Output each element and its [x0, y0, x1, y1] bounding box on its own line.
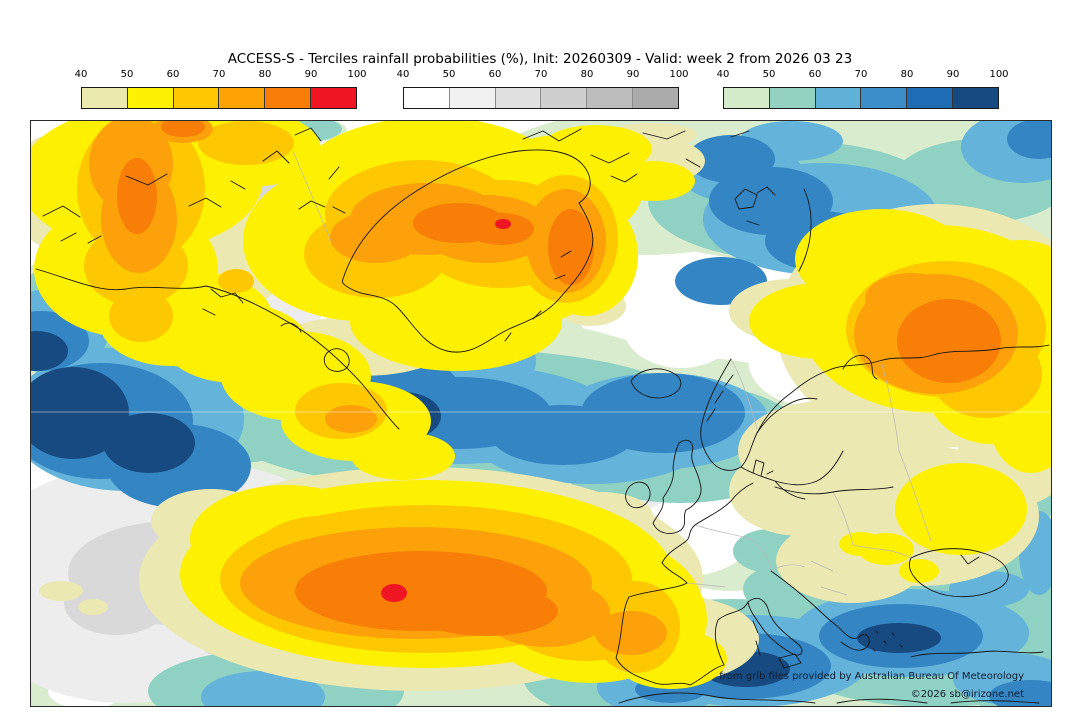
- colorbar-gray: [403, 87, 679, 109]
- colorbar-cell: [587, 88, 634, 108]
- warm-scale-tick: 100: [347, 69, 367, 80]
- colorbar-cool: [723, 87, 999, 109]
- cool-scale-tick: 70: [854, 69, 868, 80]
- country-borders: [292, 150, 932, 596]
- colorbar-cell: [82, 88, 128, 108]
- colorbar-cell: [404, 88, 450, 108]
- warm-scale-tick: 80: [258, 69, 272, 80]
- colorbar-cell: [127, 88, 174, 108]
- gray-scale-tick: 50: [442, 69, 456, 80]
- attribution-copyright: ©2026 sb@irizone.net: [910, 689, 1024, 700]
- gray-scale-tick: 100: [669, 69, 689, 80]
- warm-scale-tick: 70: [212, 69, 226, 80]
- cool-scale-tick: 60: [808, 69, 822, 80]
- attribution-source: from grib files provided by Australian B…: [719, 671, 1024, 682]
- colorbar-cell: [311, 88, 356, 108]
- colorbar-cell: [495, 88, 542, 108]
- gray-scale-tick: 60: [488, 69, 502, 80]
- rainfall-probability-map: from grib files provided by Australian B…: [30, 120, 1052, 707]
- colorbar-warm: [81, 87, 357, 109]
- map-attribution: from grib files provided by Australian B…: [719, 668, 1024, 704]
- colorbar-cell: [633, 88, 678, 108]
- gray-scale-tick: 80: [580, 69, 594, 80]
- colorbar-cell: [265, 88, 312, 108]
- coastlines: [35, 127, 1050, 704]
- warm-scale-tick: 50: [120, 69, 134, 80]
- colorbar-cell: [815, 88, 862, 108]
- colorbar-cell: [953, 88, 998, 108]
- gray-scale-tick: 70: [534, 69, 548, 80]
- region-layer-deep-orange: [117, 121, 1001, 636]
- colorbar-cell: [541, 88, 588, 108]
- cool-scale-tick: 90: [946, 69, 960, 80]
- region-layer-red: [381, 219, 511, 602]
- warm-scale-tick: 40: [74, 69, 88, 80]
- warm-scale-tick: 90: [304, 69, 318, 80]
- cool-scale-tick: 40: [716, 69, 730, 80]
- plot-title: ACCESS-S - Terciles rainfall probabiliti…: [227, 51, 853, 67]
- cool-scale-tick: 50: [762, 69, 776, 80]
- gray-scale-tick: 40: [396, 69, 410, 80]
- colorbar-cell: [724, 88, 770, 108]
- colorbar-cell: [861, 88, 908, 108]
- cool-scale-tick: 100: [989, 69, 1009, 80]
- warm-scale-tick: 60: [166, 69, 180, 80]
- colorbar-cell: [449, 88, 496, 108]
- map-canvas: [31, 121, 1051, 706]
- cool-scale-tick: 80: [900, 69, 914, 80]
- colorbar-cell: [219, 88, 266, 108]
- gray-scale-tick: 90: [626, 69, 640, 80]
- colorbar-cell: [907, 88, 954, 108]
- colorbar-cell: [769, 88, 816, 108]
- colorbar-cell: [173, 88, 220, 108]
